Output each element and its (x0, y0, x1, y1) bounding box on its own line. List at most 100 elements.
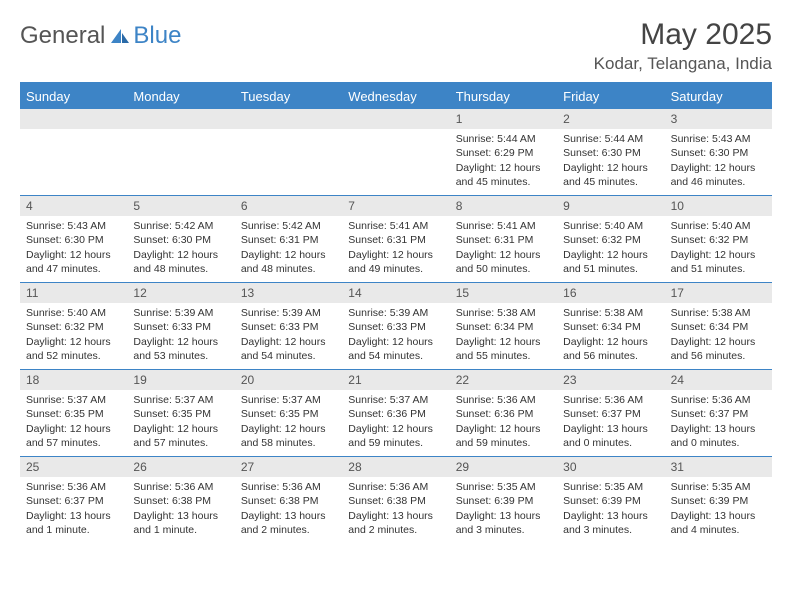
day-number: 27 (235, 457, 342, 477)
calendar-cell: 24Sunrise: 5:36 AMSunset: 6:37 PMDayligh… (665, 370, 772, 456)
day-number: 14 (342, 283, 449, 303)
day-details: Sunrise: 5:37 AMSunset: 6:35 PMDaylight:… (20, 390, 127, 456)
sunset-line: Sunset: 6:31 PM (348, 233, 443, 247)
calendar-cell: 29Sunrise: 5:35 AMSunset: 6:39 PMDayligh… (450, 457, 557, 543)
day-details: Sunrise: 5:35 AMSunset: 6:39 PMDaylight:… (450, 477, 557, 543)
sunrise-line: Sunrise: 5:37 AM (133, 393, 228, 407)
day-details: Sunrise: 5:36 AMSunset: 6:37 PMDaylight:… (20, 477, 127, 543)
sunrise-line: Sunrise: 5:38 AM (563, 306, 658, 320)
sunset-line: Sunset: 6:36 PM (456, 407, 551, 421)
day-details: Sunrise: 5:41 AMSunset: 6:31 PMDaylight:… (342, 216, 449, 282)
daylight-line: Daylight: 13 hours and 0 minutes. (671, 422, 766, 450)
calendar-cell: 2Sunrise: 5:44 AMSunset: 6:30 PMDaylight… (557, 109, 664, 195)
weekday-thursday: Thursday (450, 84, 557, 109)
sunrise-line: Sunrise: 5:41 AM (348, 219, 443, 233)
weekday-wednesday: Wednesday (342, 84, 449, 109)
day-number-empty (20, 109, 127, 129)
daylight-line: Daylight: 12 hours and 51 minutes. (563, 248, 658, 276)
header: General Blue May 2025 Kodar, Telangana, … (20, 18, 772, 74)
day-number: 30 (557, 457, 664, 477)
sunset-line: Sunset: 6:32 PM (671, 233, 766, 247)
sunset-line: Sunset: 6:34 PM (671, 320, 766, 334)
day-details: Sunrise: 5:39 AMSunset: 6:33 PMDaylight:… (342, 303, 449, 369)
day-details: Sunrise: 5:41 AMSunset: 6:31 PMDaylight:… (450, 216, 557, 282)
sunrise-line: Sunrise: 5:42 AM (133, 219, 228, 233)
sunset-line: Sunset: 6:34 PM (563, 320, 658, 334)
sunrise-line: Sunrise: 5:40 AM (671, 219, 766, 233)
sunrise-line: Sunrise: 5:36 AM (456, 393, 551, 407)
sunrise-line: Sunrise: 5:44 AM (456, 132, 551, 146)
day-number: 28 (342, 457, 449, 477)
calendar-cell: 9Sunrise: 5:40 AMSunset: 6:32 PMDaylight… (557, 196, 664, 282)
day-number: 13 (235, 283, 342, 303)
calendar-cell: 17Sunrise: 5:38 AMSunset: 6:34 PMDayligh… (665, 283, 772, 369)
daylight-line: Daylight: 13 hours and 2 minutes. (241, 509, 336, 537)
day-number: 23 (557, 370, 664, 390)
day-details: Sunrise: 5:36 AMSunset: 6:36 PMDaylight:… (450, 390, 557, 456)
daylight-line: Daylight: 12 hours and 54 minutes. (348, 335, 443, 363)
weekday-header-row: Sunday Monday Tuesday Wednesday Thursday… (20, 84, 772, 109)
sunset-line: Sunset: 6:32 PM (26, 320, 121, 334)
day-details: Sunrise: 5:40 AMSunset: 6:32 PMDaylight:… (557, 216, 664, 282)
calendar-cell: 22Sunrise: 5:36 AMSunset: 6:36 PMDayligh… (450, 370, 557, 456)
day-number: 3 (665, 109, 772, 129)
daylight-line: Daylight: 12 hours and 50 minutes. (456, 248, 551, 276)
day-details: Sunrise: 5:35 AMSunset: 6:39 PMDaylight:… (557, 477, 664, 543)
day-details: Sunrise: 5:38 AMSunset: 6:34 PMDaylight:… (557, 303, 664, 369)
day-number: 22 (450, 370, 557, 390)
calendar-cell (235, 109, 342, 195)
day-details: Sunrise: 5:40 AMSunset: 6:32 PMDaylight:… (665, 216, 772, 282)
weekday-tuesday: Tuesday (235, 84, 342, 109)
daylight-line: Daylight: 13 hours and 3 minutes. (563, 509, 658, 537)
location-label: Kodar, Telangana, India (594, 54, 772, 74)
day-number: 31 (665, 457, 772, 477)
sunset-line: Sunset: 6:29 PM (456, 146, 551, 160)
sunset-line: Sunset: 6:39 PM (456, 494, 551, 508)
month-title: May 2025 (594, 18, 772, 52)
day-number: 12 (127, 283, 234, 303)
sunrise-line: Sunrise: 5:36 AM (26, 480, 121, 494)
day-number: 17 (665, 283, 772, 303)
calendar-cell: 4Sunrise: 5:43 AMSunset: 6:30 PMDaylight… (20, 196, 127, 282)
daylight-line: Daylight: 12 hours and 52 minutes. (26, 335, 121, 363)
daylight-line: Daylight: 12 hours and 46 minutes. (671, 161, 766, 189)
daylight-line: Daylight: 12 hours and 58 minutes. (241, 422, 336, 450)
sunrise-line: Sunrise: 5:38 AM (456, 306, 551, 320)
day-details: Sunrise: 5:36 AMSunset: 6:38 PMDaylight:… (127, 477, 234, 543)
calendar-cell: 16Sunrise: 5:38 AMSunset: 6:34 PMDayligh… (557, 283, 664, 369)
logo-text-blue: Blue (133, 22, 181, 50)
sunset-line: Sunset: 6:38 PM (241, 494, 336, 508)
day-details: Sunrise: 5:43 AMSunset: 6:30 PMDaylight:… (20, 216, 127, 282)
calendar-cell: 7Sunrise: 5:41 AMSunset: 6:31 PMDaylight… (342, 196, 449, 282)
sunrise-line: Sunrise: 5:36 AM (563, 393, 658, 407)
day-number: 19 (127, 370, 234, 390)
calendar-cell (342, 109, 449, 195)
day-number: 20 (235, 370, 342, 390)
daylight-line: Daylight: 13 hours and 3 minutes. (456, 509, 551, 537)
day-details: Sunrise: 5:37 AMSunset: 6:36 PMDaylight:… (342, 390, 449, 456)
day-details: Sunrise: 5:38 AMSunset: 6:34 PMDaylight:… (450, 303, 557, 369)
day-number: 1 (450, 109, 557, 129)
sunrise-line: Sunrise: 5:37 AM (348, 393, 443, 407)
day-details: Sunrise: 5:36 AMSunset: 6:38 PMDaylight:… (342, 477, 449, 543)
day-number: 6 (235, 196, 342, 216)
sunrise-line: Sunrise: 5:40 AM (26, 306, 121, 320)
calendar-cell: 3Sunrise: 5:43 AMSunset: 6:30 PMDaylight… (665, 109, 772, 195)
day-details: Sunrise: 5:42 AMSunset: 6:31 PMDaylight:… (235, 216, 342, 282)
day-number: 11 (20, 283, 127, 303)
calendar-cell: 19Sunrise: 5:37 AMSunset: 6:35 PMDayligh… (127, 370, 234, 456)
calendar-week-row: 18Sunrise: 5:37 AMSunset: 6:35 PMDayligh… (20, 369, 772, 456)
daylight-line: Daylight: 13 hours and 2 minutes. (348, 509, 443, 537)
daylight-line: Daylight: 13 hours and 0 minutes. (563, 422, 658, 450)
sunset-line: Sunset: 6:37 PM (26, 494, 121, 508)
calendar-week-row: 11Sunrise: 5:40 AMSunset: 6:32 PMDayligh… (20, 282, 772, 369)
sunset-line: Sunset: 6:31 PM (241, 233, 336, 247)
sunset-line: Sunset: 6:37 PM (671, 407, 766, 421)
daylight-line: Daylight: 12 hours and 48 minutes. (133, 248, 228, 276)
day-number: 24 (665, 370, 772, 390)
sunrise-line: Sunrise: 5:37 AM (241, 393, 336, 407)
calendar-cell: 1Sunrise: 5:44 AMSunset: 6:29 PMDaylight… (450, 109, 557, 195)
daylight-line: Daylight: 12 hours and 57 minutes. (133, 422, 228, 450)
day-details: Sunrise: 5:44 AMSunset: 6:30 PMDaylight:… (557, 129, 664, 195)
sunrise-line: Sunrise: 5:40 AM (563, 219, 658, 233)
